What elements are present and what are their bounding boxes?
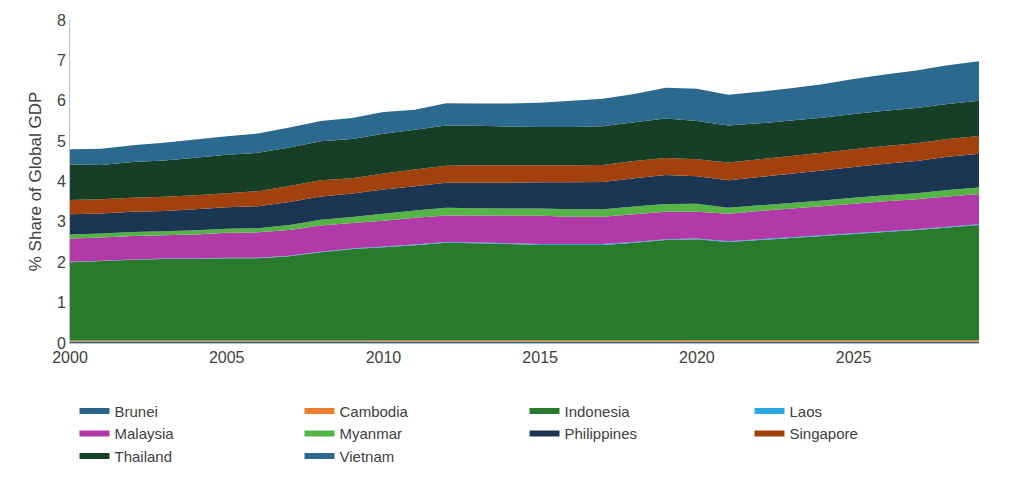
svg-text:2000: 2000: [52, 349, 88, 366]
svg-text:2005: 2005: [209, 349, 245, 366]
svg-text:Myanmar: Myanmar: [340, 425, 403, 442]
svg-text:Singapore: Singapore: [790, 425, 858, 442]
svg-text:0: 0: [57, 335, 66, 352]
svg-text:Laos: Laos: [790, 403, 823, 420]
svg-text:8: 8: [57, 12, 66, 29]
svg-text:1: 1: [57, 294, 66, 311]
svg-text:5: 5: [57, 133, 66, 150]
svg-text:6: 6: [57, 92, 66, 109]
svg-text:2010: 2010: [366, 349, 402, 366]
svg-text:2020: 2020: [679, 349, 715, 366]
svg-text:Malaysia: Malaysia: [115, 425, 175, 442]
svg-text:Thailand: Thailand: [115, 448, 173, 465]
svg-text:7: 7: [57, 52, 66, 69]
svg-text:2015: 2015: [522, 349, 558, 366]
svg-text:Brunei: Brunei: [115, 403, 158, 420]
svg-text:Indonesia: Indonesia: [565, 403, 631, 420]
svg-text:2: 2: [57, 254, 66, 271]
svg-text:% Share of Global GDP: % Share of Global GDP: [26, 92, 45, 272]
svg-text:3: 3: [57, 213, 66, 230]
svg-text:Vietnam: Vietnam: [340, 448, 395, 465]
svg-text:Cambodia: Cambodia: [340, 403, 409, 420]
svg-text:2025: 2025: [836, 349, 872, 366]
svg-text:4: 4: [57, 173, 66, 190]
svg-text:Philippines: Philippines: [565, 425, 638, 442]
